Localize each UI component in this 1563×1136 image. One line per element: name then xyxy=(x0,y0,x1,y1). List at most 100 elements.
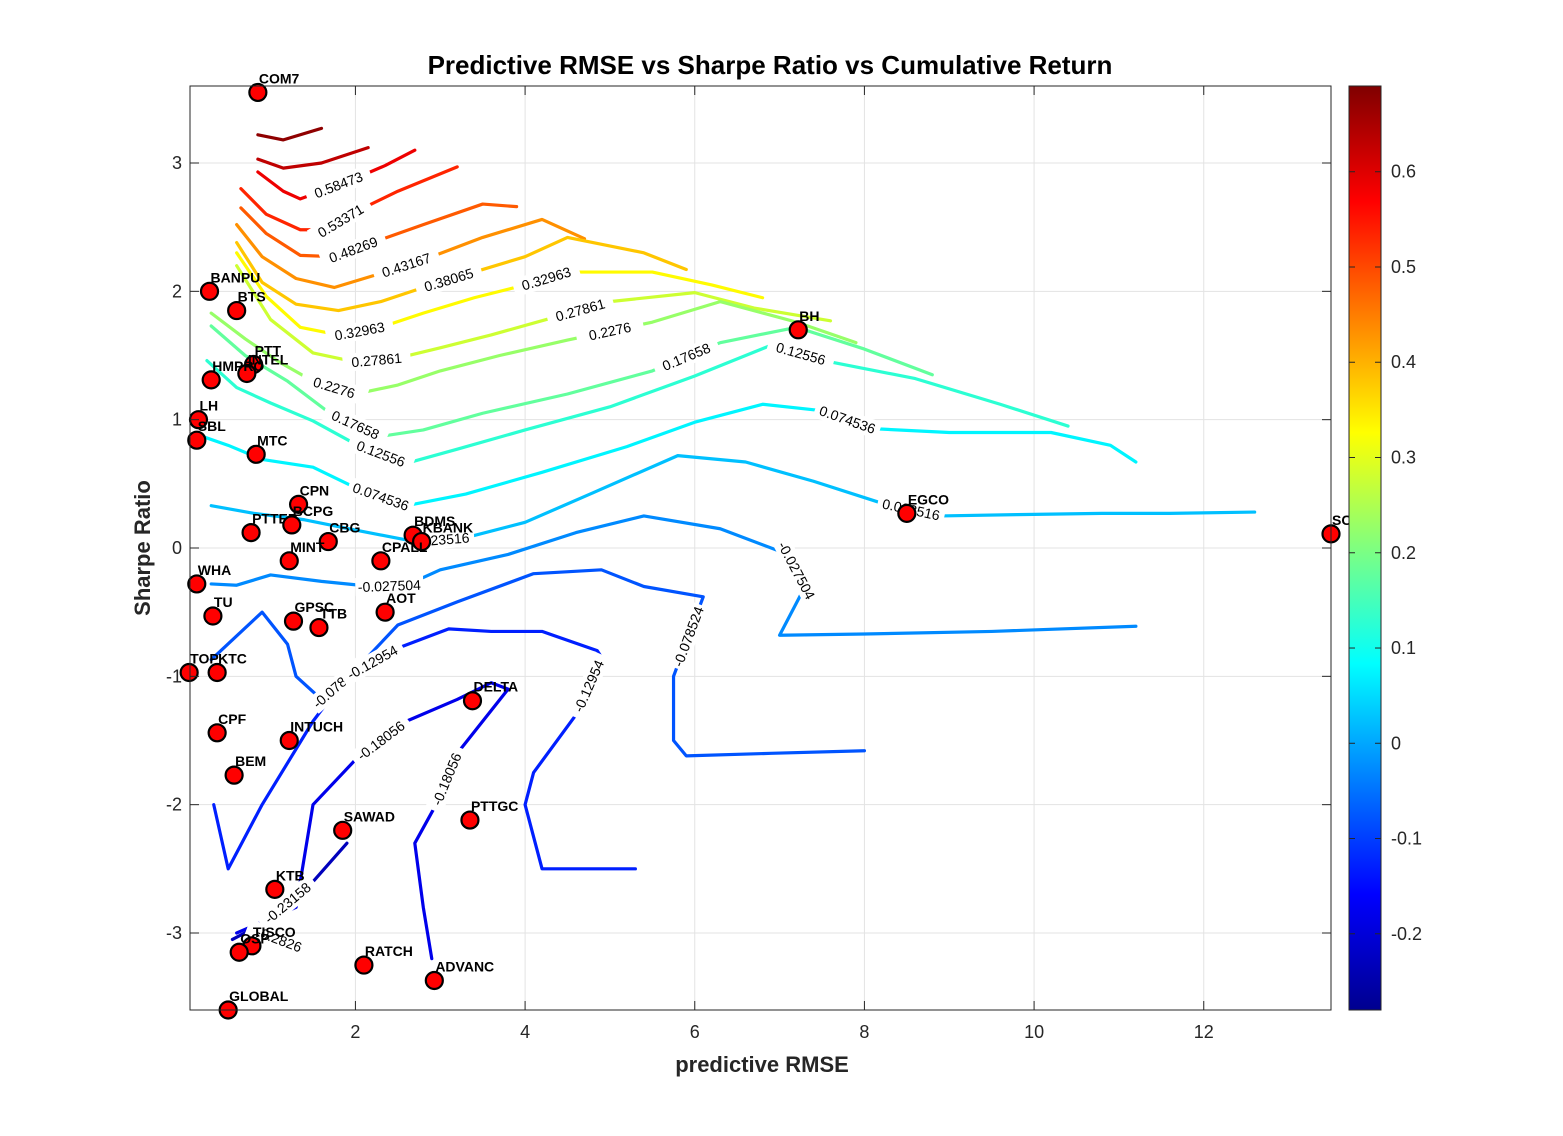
data-point xyxy=(207,662,227,683)
point-label: BTS xyxy=(238,289,266,305)
contour-label-text: 0.27861 xyxy=(351,350,403,371)
contour-line xyxy=(256,146,370,170)
point-label: WHA xyxy=(198,562,231,578)
point-label: KTC xyxy=(218,650,247,666)
contour-label-bg xyxy=(812,399,883,440)
contour-label-bg xyxy=(765,335,836,372)
contour-label-bg xyxy=(299,369,370,407)
contour-line xyxy=(205,343,1070,465)
data-point xyxy=(179,662,199,683)
point-label: HMPRO xyxy=(212,358,264,374)
colorbar-tick-label: 0.3 xyxy=(1391,448,1416,468)
contour-label-bg xyxy=(320,402,391,448)
data-point xyxy=(897,503,917,523)
point-label: INTUCH xyxy=(290,719,343,735)
point-label: TTB xyxy=(320,606,347,622)
point-label: TU xyxy=(214,594,233,610)
contour-label-bg xyxy=(574,315,646,347)
contour-lines xyxy=(196,126,1257,961)
contour-label-bg xyxy=(413,261,484,299)
point-label: TOP xyxy=(190,650,219,666)
colorbar-tick-label: 0.1 xyxy=(1391,638,1416,658)
contour-label-bg xyxy=(244,918,315,960)
contour-label-bg xyxy=(772,536,821,605)
data-point xyxy=(282,515,302,535)
x-tick-label: 4 xyxy=(520,1022,530,1042)
y-tick-label: 1 xyxy=(172,410,182,430)
data-point xyxy=(201,370,221,390)
data-point xyxy=(227,300,247,321)
point-label: MINT xyxy=(290,539,325,555)
colorbar-tick-label: 0.4 xyxy=(1391,352,1416,372)
contour-label-bg xyxy=(338,637,407,687)
contour-line xyxy=(235,251,765,337)
contour-label: 0.27861 xyxy=(341,347,412,373)
point-label: DELTA xyxy=(473,679,518,695)
data-point xyxy=(224,765,244,785)
data-point xyxy=(246,444,266,464)
point-label: RATCH xyxy=(365,943,413,959)
point-label: BCPG xyxy=(293,503,334,519)
chart-title: Predictive RMSE vs Sharpe Ratio vs Cumul… xyxy=(428,50,1113,80)
contour-label-bg xyxy=(511,260,582,297)
point-label: CBG xyxy=(329,520,360,536)
y-tick-label: -3 xyxy=(166,923,182,943)
point-label: COM7 xyxy=(259,70,300,86)
y-tick-label: 3 xyxy=(172,153,182,173)
scatter-points: COM7BANPUBTSPTTINTELHMPROLHSBLMTCCPNPTTE… xyxy=(179,70,1362,1020)
data-point xyxy=(279,551,299,571)
contour-line xyxy=(196,402,1138,508)
contour-line xyxy=(209,300,858,396)
y-axis-label: Sharpe Ratio xyxy=(130,480,155,616)
data-point xyxy=(462,691,483,711)
contour-label-bg xyxy=(306,195,375,247)
contour-label-bg xyxy=(651,335,722,379)
point-label: CPF xyxy=(218,711,246,727)
contour-label-bg xyxy=(318,229,389,270)
x-tick-label: 2 xyxy=(350,1022,360,1042)
point-label: BDMS xyxy=(414,513,455,529)
contour-label-bg xyxy=(303,164,374,206)
data-point xyxy=(229,942,249,962)
point-label: BEM xyxy=(235,753,266,769)
contour-label-bg xyxy=(348,712,414,769)
point-label: EGCO xyxy=(908,491,949,507)
data-point xyxy=(411,531,432,552)
data-point xyxy=(288,494,309,514)
data-point xyxy=(318,531,338,552)
colorbar xyxy=(1348,85,1382,1011)
contour-label-text: -0.027504 xyxy=(358,577,422,595)
point-label: SAWAD xyxy=(344,808,395,824)
contour-label-bg xyxy=(324,316,395,347)
data-point xyxy=(248,82,268,103)
point-label: ADVANC xyxy=(435,958,494,974)
colorbar-tick-label: 0.6 xyxy=(1391,162,1416,182)
data-point xyxy=(207,723,227,743)
contour-label-bg xyxy=(566,651,611,721)
point-label: TISCO xyxy=(253,924,296,940)
data-point xyxy=(309,617,329,638)
point-label: KBANK xyxy=(423,520,474,536)
y-tick-label: 0 xyxy=(172,538,182,558)
data-point xyxy=(424,970,444,991)
contour-label-bg xyxy=(255,874,320,932)
contour-line xyxy=(209,514,1138,637)
point-label: OSP xyxy=(240,930,270,946)
x-tick-label: 6 xyxy=(690,1022,700,1042)
point-label: BANPU xyxy=(211,269,261,285)
data-point xyxy=(187,430,207,450)
data-point xyxy=(375,602,395,622)
contour-line xyxy=(209,568,867,758)
x-tick-label: 8 xyxy=(859,1022,869,1042)
data-point xyxy=(371,551,391,571)
point-label: PTTGC xyxy=(471,798,518,814)
contour-label-bg xyxy=(341,347,412,373)
contour-label-bg xyxy=(425,744,468,814)
colorbar-tick-label: 0.2 xyxy=(1391,543,1416,563)
colorbar-tick-label: 0.5 xyxy=(1391,257,1416,277)
data-point xyxy=(279,730,299,751)
data-point xyxy=(354,955,374,975)
point-label: KTB xyxy=(276,867,305,883)
